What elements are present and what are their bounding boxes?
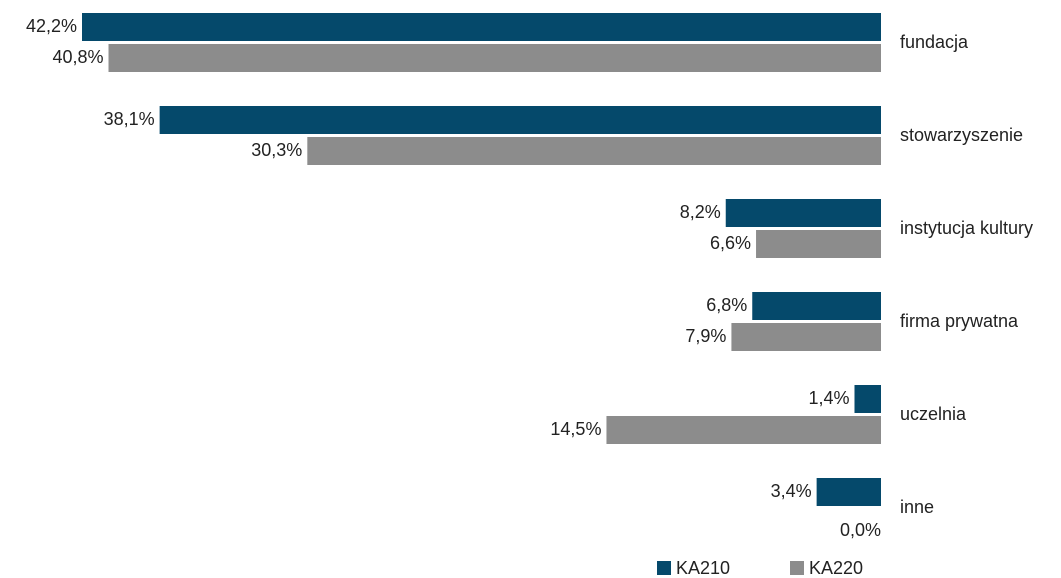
bar xyxy=(731,323,881,351)
value-label: 30,3% xyxy=(251,140,302,160)
value-label: 7,9% xyxy=(685,326,726,346)
value-label: 38,1% xyxy=(104,109,155,129)
bar xyxy=(307,137,881,165)
bar xyxy=(752,292,881,320)
category-label: uczelnia xyxy=(900,404,967,424)
value-label: 6,8% xyxy=(706,295,747,315)
value-label: 3,4% xyxy=(771,481,812,501)
category-label: instytucja kultury xyxy=(900,218,1033,238)
category-label: stowarzyszenie xyxy=(900,125,1023,145)
legend-label: KA220 xyxy=(809,558,863,578)
value-label: 14,5% xyxy=(550,419,601,439)
category-label: inne xyxy=(900,497,934,517)
bar xyxy=(756,230,881,258)
category-label: firma prywatna xyxy=(900,311,1019,331)
legend-swatch xyxy=(790,561,804,575)
bar xyxy=(82,13,881,41)
legend-swatch xyxy=(657,561,671,575)
value-label: 1,4% xyxy=(808,388,849,408)
bar xyxy=(816,478,881,506)
value-label: 8,2% xyxy=(680,202,721,222)
value-label: 42,2% xyxy=(26,16,77,36)
bar xyxy=(606,416,881,444)
value-label: 40,8% xyxy=(52,47,103,67)
bar xyxy=(725,199,881,227)
bar xyxy=(159,106,882,134)
category-label: fundacja xyxy=(900,32,969,52)
bar xyxy=(854,385,881,413)
value-label: 0,0% xyxy=(840,520,881,540)
bar xyxy=(108,44,882,72)
value-label: 6,6% xyxy=(710,233,751,253)
legend-label: KA210 xyxy=(676,558,730,578)
